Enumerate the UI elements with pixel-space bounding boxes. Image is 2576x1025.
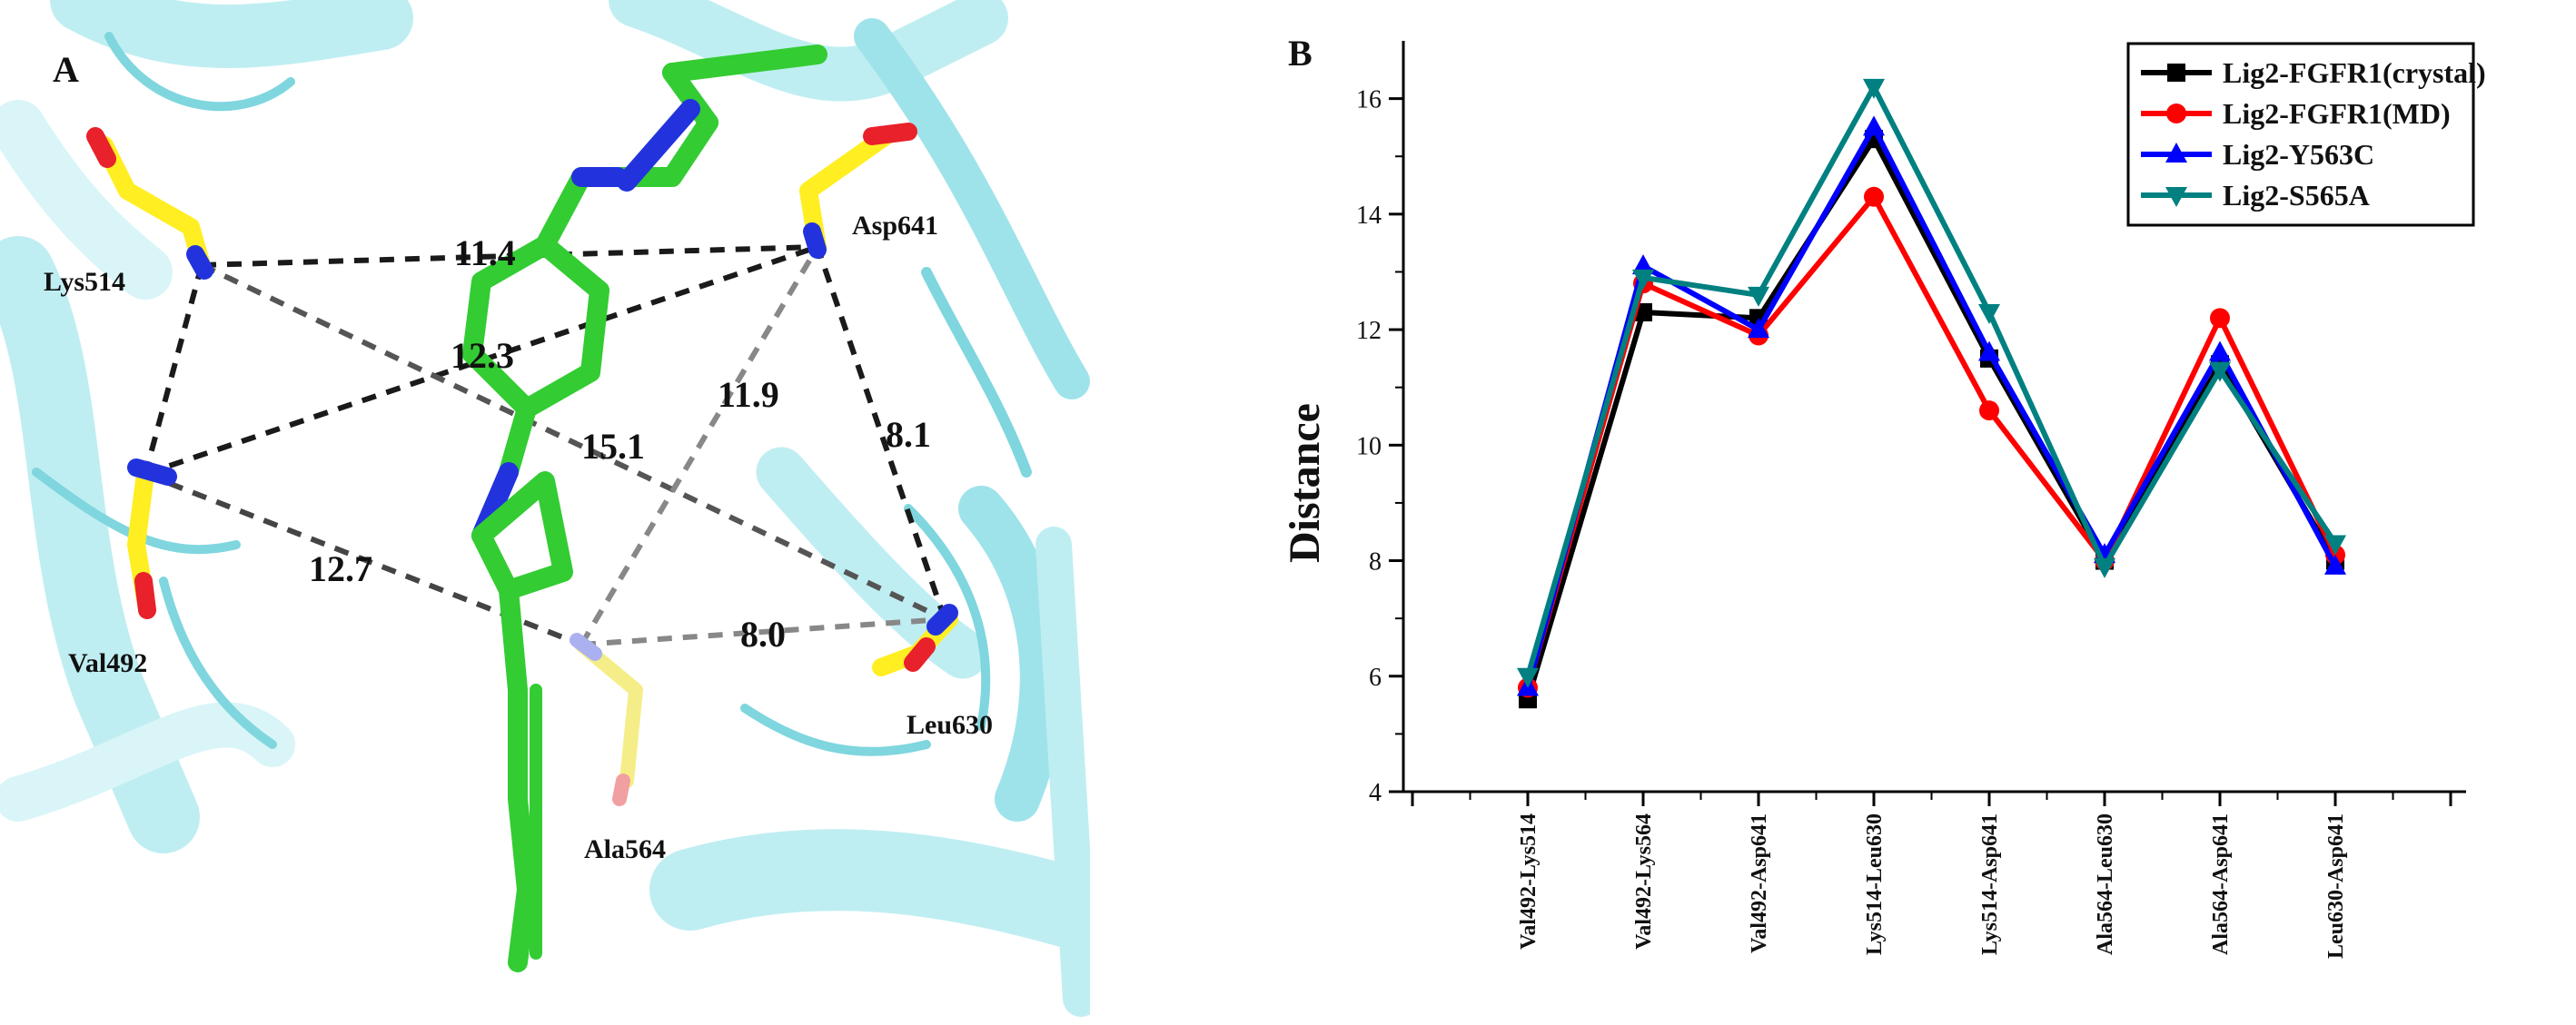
x-tick-label: Val492-Lys514 [1517, 813, 1541, 950]
y-tick-label: 12 [1356, 317, 1382, 345]
y-tick-label: 6 [1369, 664, 1382, 692]
y-tick-label: 8 [1369, 548, 1382, 577]
chart-axes: 4 6 8 10 12 14 16 Val492-Lys514 Val492-Lys564 Val… [1356, 41, 2466, 959]
distance-chart: B Distance 4 6 8 10 12 14 16 Val492-Lys514 Val49… [1281, 33, 2486, 959]
chart-legend: Lig2-FGFR1(crystal) Lig2-FGFR1(MD) Lig2-Y5… [2126, 42, 2486, 227]
data-point [1864, 186, 1884, 207]
data-point [1632, 269, 1654, 290]
series-3 [1517, 78, 2346, 688]
y-tick-label: 14 [1356, 202, 1382, 230]
data-point [1978, 303, 2000, 324]
x-tick-label: Leu630-Asp641 [2324, 813, 2348, 959]
x-tick-label: Ala564-Asp641 [2209, 813, 2233, 955]
data-point [2094, 557, 2115, 578]
dash-ala564-leu630 [580, 616, 946, 647]
panel-b-label: B [1288, 33, 1313, 74]
y-tick-label: 16 [1356, 86, 1382, 114]
dash-val492-asp641 [144, 244, 818, 477]
structure-panel: A Lys514 Asp641 Val492 Leu630 Ala564 11.… [0, 0, 1090, 1017]
label-asp641: Asp641 [852, 211, 938, 241]
dash-ala564-asp641 [579, 245, 820, 646]
distance-label-8-0: 8.0 [740, 614, 786, 655]
series-line [1525, 193, 2338, 689]
ligand [462, 44, 827, 972]
legend-entry: Lig2-Y563C [2141, 138, 2374, 171]
data-point [1979, 400, 1999, 421]
distance-label-11-9: 11.9 [718, 374, 779, 415]
dash-lys514-val492 [143, 264, 204, 475]
legend-label: Lig2-Y563C [2223, 138, 2374, 171]
label-val492: Val492 [68, 648, 147, 678]
data-point [2209, 361, 2231, 382]
label-lys514: Lys514 [44, 267, 125, 297]
label-leu630: Leu630 [907, 710, 993, 740]
legend-label: Lig2-S565A [2223, 179, 2370, 212]
data-point [2324, 554, 2346, 575]
residue-sticks [86, 123, 958, 806]
data-point [2209, 340, 2231, 361]
data-point [2324, 535, 2346, 556]
y-axis-title: Distance [1281, 403, 1329, 563]
distance-label-12-7: 12.7 [309, 548, 372, 589]
legend-marker [2166, 103, 2186, 123]
legend-label: Lig2-FGFR1(crystal) [2223, 56, 2486, 89]
data-point [1748, 286, 1769, 307]
legend-marker [2165, 187, 2187, 207]
ala564-stick [574, 637, 643, 788]
x-tick-label: Val492-Lys564 [1632, 813, 1656, 950]
distance-label-8-1: 8.1 [886, 414, 931, 455]
legend-label: Lig2-FGFR1(MD) [2223, 97, 2451, 130]
legend-entry: Lig2-S565A [2141, 179, 2370, 212]
data-point [1517, 667, 1539, 688]
y-tick-label: 4 [1369, 779, 1382, 807]
series-layer [1517, 78, 2346, 709]
data-point [1863, 78, 1885, 99]
protein-ribbon [0, 0, 1090, 1017]
legend-marker [2167, 64, 2185, 82]
x-tick-label: Val492-Asp641 [1748, 813, 1771, 953]
legend-entry: Lig2-FGFR1(crystal) [2141, 56, 2486, 89]
y-tick-label: 10 [1356, 432, 1382, 460]
data-point [2210, 308, 2230, 329]
data-point [1978, 340, 2000, 361]
legend-marker [2165, 143, 2187, 163]
legend-entry: Lig2-FGFR1(MD) [2141, 97, 2451, 130]
x-tick-label: Ala564-Leu630 [2094, 813, 2117, 955]
data-point [1632, 254, 1654, 275]
distance-label-11-4: 11.4 [454, 232, 516, 273]
distance-label-12-3: 12.3 [451, 335, 514, 376]
data-point [1748, 318, 1769, 339]
data-point [1863, 115, 1885, 136]
series-line [1525, 84, 2338, 677]
series-line [1525, 124, 2338, 689]
panel-a-label: A [53, 49, 79, 90]
x-tick-label: Lys514-Asp641 [1978, 813, 2002, 955]
distance-label-15-1: 15.1 [581, 426, 645, 467]
x-tick-label: Lys514-Leu630 [1863, 813, 1887, 955]
label-ala564: Ala564 [584, 834, 666, 864]
dash-lys514-leu630 [200, 262, 946, 622]
series-line [1525, 136, 2338, 701]
